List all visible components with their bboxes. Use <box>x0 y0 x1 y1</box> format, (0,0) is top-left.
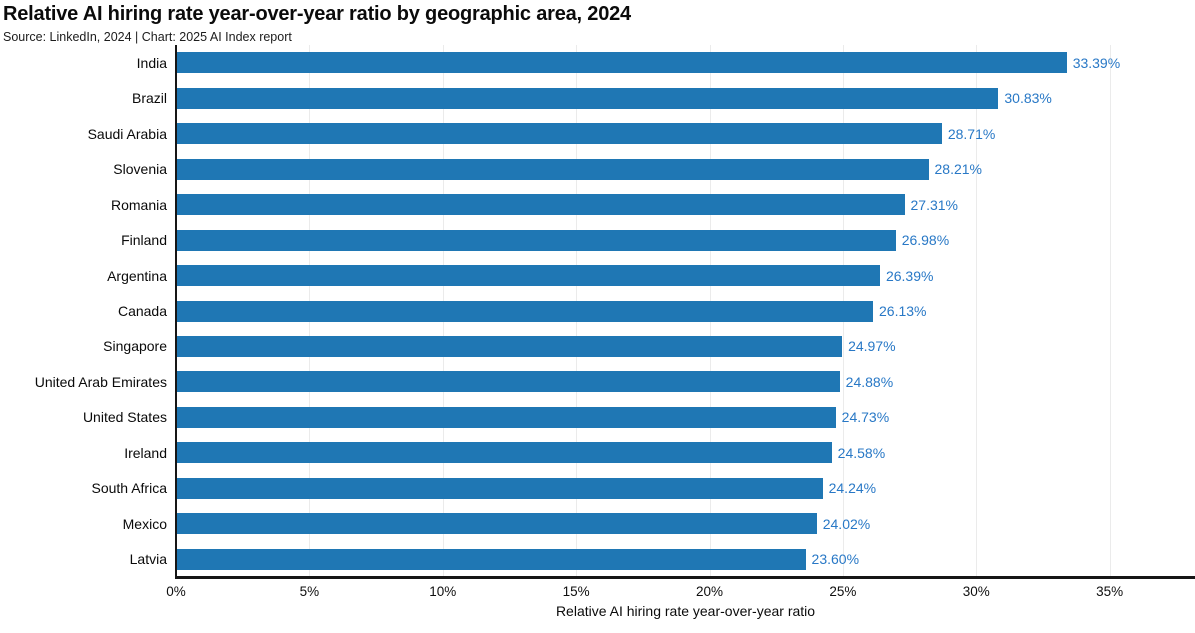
chart-title: Relative AI hiring rate year-over-year r… <box>3 3 631 25</box>
bar-row: United Arab Emirates 24.88% <box>0 364 1195 399</box>
bar-track: 26.39% <box>176 265 1195 287</box>
bar-rows: India 33.39% Brazil 30.83% Saudi Arabia 28.71… <box>0 45 1195 577</box>
bar <box>176 158 929 180</box>
bar <box>176 194 905 216</box>
value-label: 26.13% <box>879 303 927 320</box>
x-tick-label: 10% <box>429 584 457 599</box>
chart-source: Source: LinkedIn, 2024 | Chart: 2025 AI … <box>3 30 292 44</box>
bar-row: Argentina 26.39% <box>0 258 1195 293</box>
bar <box>176 513 817 535</box>
bar-row: Romania 27.31% <box>0 187 1195 222</box>
category-label: India <box>136 54 167 71</box>
value-label: 24.02% <box>822 515 871 532</box>
value-label: 23.60% <box>811 551 860 568</box>
bar-chart: India 33.39% Brazil 30.83% Saudi Arabia 28.71… <box>0 45 1195 633</box>
value-label: 24.73% <box>841 409 890 426</box>
bar-row: Saudi Arabia 28.71% <box>0 116 1195 151</box>
category-label: Brazil <box>131 90 167 107</box>
bar-track: 33.39% <box>176 52 1195 74</box>
bar <box>176 406 836 428</box>
bar-track: 23.60% <box>176 548 1195 570</box>
bar-row: Mexico 24.02% <box>0 506 1195 541</box>
value-label: 24.24% <box>828 480 877 497</box>
y-axis-line <box>175 45 177 578</box>
bar <box>176 123 942 145</box>
category-label: Mexico <box>122 515 167 532</box>
bar-row: South Africa 24.24% <box>0 471 1195 506</box>
x-tick-label: 15% <box>562 584 590 599</box>
bar <box>176 335 843 357</box>
bar-track: 28.21% <box>176 158 1195 180</box>
bar-row: Singapore 24.97% <box>0 329 1195 364</box>
bar <box>176 229 896 251</box>
category-label: Saudi Arabia <box>87 125 167 142</box>
category-label: Latvia <box>129 551 167 568</box>
bar-row: Latvia 23.60% <box>0 542 1195 577</box>
value-label: 24.97% <box>848 338 896 355</box>
bar-row: Slovenia 28.21% <box>0 151 1195 186</box>
bar-track: 24.88% <box>176 371 1195 393</box>
bar <box>176 87 999 109</box>
bar-track: 27.31% <box>176 194 1195 216</box>
bar-track: 28.71% <box>176 123 1195 145</box>
category-label: Argentina <box>107 267 167 284</box>
bar <box>176 265 880 287</box>
bar <box>176 442 832 464</box>
value-label: 26.98% <box>901 232 950 249</box>
x-tick-labels: 0% 5% 10% 15% 20% 25% 30% 35% <box>166 584 1195 602</box>
bar <box>176 548 806 570</box>
bar-row: Ireland 24.58% <box>0 435 1195 470</box>
category-label: United States <box>82 409 167 426</box>
bar-track: 24.73% <box>176 406 1195 428</box>
bar-row: Canada 26.13% <box>0 293 1195 328</box>
value-label: 27.31% <box>910 196 958 213</box>
category-label: Canada <box>117 303 167 320</box>
category-label: Singapore <box>103 338 167 355</box>
x-tick-label: 35% <box>1096 584 1124 599</box>
value-label: 24.58% <box>837 444 886 461</box>
x-axis-line <box>175 576 1195 579</box>
bar-row: Finland 26.98% <box>0 222 1195 257</box>
category-label: United Arab Emirates <box>34 373 167 390</box>
x-tick-label: 0% <box>166 584 186 599</box>
value-label: 28.71% <box>947 125 996 142</box>
category-label: Finland <box>121 232 167 249</box>
category-label: South Africa <box>91 480 168 497</box>
category-label: Romania <box>110 196 167 213</box>
bar-track: 26.13% <box>176 300 1195 322</box>
bar-track: 24.58% <box>176 442 1195 464</box>
bar <box>176 300 874 322</box>
bar-row: Brazil 30.83% <box>0 80 1195 115</box>
bar-row: India 33.39% <box>0 45 1195 80</box>
category-label: Ireland <box>124 444 167 461</box>
bar-track: 30.83% <box>176 87 1195 109</box>
x-tick-label: 30% <box>962 584 990 599</box>
bar <box>176 52 1067 74</box>
bar-track: 26.98% <box>176 229 1195 251</box>
x-tick-label: 25% <box>829 584 857 599</box>
bar-track: 24.02% <box>176 513 1195 535</box>
bar-track: 24.24% <box>176 477 1195 499</box>
bar <box>176 371 840 393</box>
gridline <box>1109 45 1111 577</box>
bar-row: United States 24.73% <box>0 400 1195 435</box>
category-label: Slovenia <box>113 161 167 178</box>
value-label: 26.39% <box>885 267 934 284</box>
x-axis-title: Relative AI hiring rate year-over-year r… <box>555 603 816 619</box>
value-label: 28.21% <box>934 161 982 178</box>
x-tick-label: 5% <box>299 584 320 599</box>
chart-header: Relative AI hiring rate year-over-year r… <box>3 2 1187 44</box>
value-label: 33.39% <box>1072 54 1121 71</box>
value-label: 24.88% <box>845 373 894 390</box>
bar-track: 24.97% <box>176 335 1195 357</box>
value-label: 30.83% <box>1004 90 1052 107</box>
gridline <box>976 45 978 577</box>
bar <box>176 477 823 499</box>
x-tick-label: 20% <box>695 584 724 599</box>
